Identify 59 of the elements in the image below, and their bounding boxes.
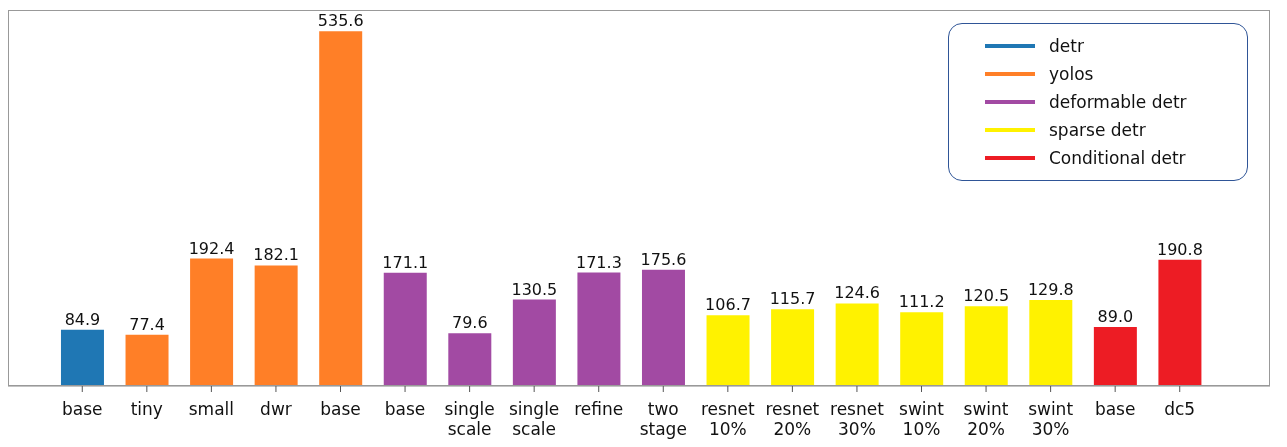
data-label: 175.6 — [640, 249, 687, 269]
bar — [641, 269, 685, 386]
bar — [60, 329, 104, 386]
bar — [448, 333, 492, 386]
data-label: 124.6 — [834, 283, 881, 303]
legend-label: yolos — [1049, 64, 1094, 84]
x-tick-label: base — [62, 399, 103, 419]
bar — [900, 312, 944, 386]
data-label: 535.6 — [317, 11, 364, 31]
bar — [964, 306, 1008, 386]
bar — [706, 315, 750, 386]
x-tick-label: base — [1094, 399, 1136, 419]
data-label: 79.6 — [452, 313, 488, 333]
bar — [771, 309, 815, 386]
bar — [383, 272, 427, 386]
legend-label: detr — [1049, 36, 1084, 56]
x-tick-label: tiny — [130, 399, 163, 419]
bar — [577, 272, 621, 386]
data-label: 111.2 — [898, 292, 945, 312]
x-tick-label: refine — [574, 399, 624, 419]
x-tick-label: single scale — [509, 399, 560, 439]
x-tick-label: resnet 20% — [765, 399, 820, 439]
x-tick-label: dc5 — [1164, 399, 1196, 419]
data-label: 130.5 — [511, 279, 558, 299]
bar — [125, 334, 169, 386]
bar — [319, 31, 363, 386]
bar — [1029, 300, 1073, 386]
x-tick-label: swint 10% — [899, 399, 945, 439]
data-label: 84.9 — [64, 309, 101, 329]
x-tick-label: base — [384, 399, 426, 419]
legend-label: deformable detr — [1049, 92, 1187, 112]
bar — [254, 265, 298, 386]
bar — [835, 303, 879, 386]
data-label: 192.4 — [188, 238, 235, 258]
data-label: 120.5 — [963, 286, 1010, 306]
data-label: 129.8 — [1027, 280, 1074, 300]
x-tick-label: base — [320, 399, 361, 419]
data-label: 171.3 — [576, 252, 622, 272]
bar — [1093, 327, 1137, 386]
data-label: 115.7 — [769, 289, 816, 309]
x-tick-label: swint 20% — [963, 399, 1009, 439]
bar — [512, 299, 556, 386]
x-tick-label: resnet 10% — [700, 399, 756, 439]
bar — [1158, 259, 1202, 386]
data-label: 171.1 — [382, 252, 429, 272]
data-label: 77.4 — [129, 314, 165, 334]
data-label: 190.8 — [1157, 239, 1203, 259]
x-tick-label: single scale — [444, 399, 495, 439]
data-label: 182.1 — [253, 245, 300, 265]
data-label: 89.0 — [1097, 307, 1134, 327]
x-tick-label: resnet 30% — [830, 399, 885, 439]
bar — [190, 258, 234, 386]
x-tick-label: small — [188, 399, 235, 419]
x-tick-label: swint 30% — [1028, 399, 1074, 439]
x-tick-label: dwr — [260, 399, 292, 419]
legend-label: Conditional detr — [1049, 148, 1186, 168]
data-label: 106.7 — [705, 295, 751, 315]
legend-label: sparse detr — [1049, 120, 1146, 140]
x-tick-label: two stage — [639, 399, 687, 439]
